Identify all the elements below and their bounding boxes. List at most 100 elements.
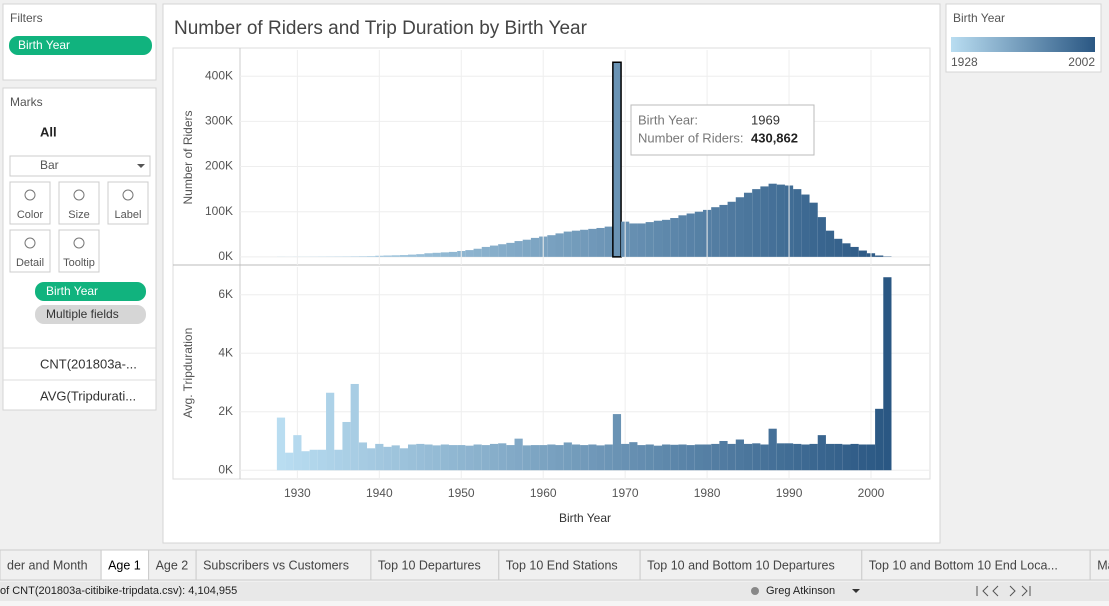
bar[interactable] bbox=[588, 229, 596, 257]
bar[interactable] bbox=[351, 384, 359, 470]
bar[interactable] bbox=[359, 256, 367, 257]
bar[interactable] bbox=[801, 195, 809, 257]
bar[interactable] bbox=[547, 444, 555, 470]
bar[interactable] bbox=[424, 253, 432, 257]
bar[interactable] bbox=[400, 448, 408, 470]
bar[interactable] bbox=[367, 448, 375, 470]
bar[interactable] bbox=[711, 207, 719, 257]
bar[interactable] bbox=[301, 451, 309, 470]
bar[interactable] bbox=[277, 418, 285, 471]
bar[interactable] bbox=[826, 231, 834, 257]
bar[interactable] bbox=[564, 232, 572, 257]
bar[interactable] bbox=[515, 439, 523, 471]
bar[interactable] bbox=[408, 444, 416, 470]
bar[interactable] bbox=[572, 231, 580, 257]
bar[interactable] bbox=[457, 445, 465, 470]
bar[interactable] bbox=[531, 238, 539, 257]
bar[interactable] bbox=[580, 445, 588, 470]
bar[interactable] bbox=[793, 444, 801, 470]
bar[interactable] bbox=[383, 256, 391, 257]
bar[interactable] bbox=[769, 429, 777, 471]
bar[interactable] bbox=[613, 414, 621, 470]
bar[interactable] bbox=[523, 240, 531, 257]
bar[interactable] bbox=[711, 444, 719, 470]
bar[interactable] bbox=[449, 252, 457, 257]
bar[interactable] bbox=[326, 393, 334, 470]
bar[interactable] bbox=[875, 256, 883, 257]
bar[interactable] bbox=[752, 189, 760, 257]
bar[interactable] bbox=[285, 453, 293, 471]
bar[interactable] bbox=[728, 444, 736, 470]
bar[interactable] bbox=[736, 197, 744, 257]
bar[interactable] bbox=[515, 241, 523, 257]
bar[interactable] bbox=[449, 445, 457, 470]
bar[interactable] bbox=[359, 442, 367, 470]
bar[interactable] bbox=[424, 444, 432, 470]
bar[interactable] bbox=[629, 223, 637, 256]
bar[interactable] bbox=[621, 444, 629, 470]
bar[interactable] bbox=[613, 62, 621, 257]
bar[interactable] bbox=[842, 444, 850, 470]
bar[interactable] bbox=[539, 445, 547, 470]
bar[interactable] bbox=[637, 445, 645, 470]
marks-all[interactable]: All bbox=[40, 124, 57, 139]
bar[interactable] bbox=[605, 444, 613, 470]
bar[interactable] bbox=[474, 249, 482, 257]
bar[interactable] bbox=[588, 444, 596, 470]
bar[interactable] bbox=[408, 255, 416, 257]
bar[interactable] bbox=[646, 444, 654, 470]
bar[interactable] bbox=[482, 247, 490, 257]
bar[interactable] bbox=[490, 246, 498, 257]
bar[interactable] bbox=[490, 444, 498, 470]
bar[interactable] bbox=[383, 447, 391, 470]
bar[interactable] bbox=[506, 445, 514, 470]
bar[interactable] bbox=[769, 184, 777, 257]
user-name[interactable]: Greg Atkinson bbox=[766, 585, 835, 597]
bar[interactable] bbox=[662, 444, 670, 470]
bar[interactable] bbox=[580, 230, 588, 257]
bar[interactable] bbox=[531, 445, 539, 470]
bar[interactable] bbox=[867, 444, 875, 470]
bar[interactable] bbox=[859, 444, 867, 470]
bar[interactable] bbox=[523, 445, 531, 470]
bar[interactable] bbox=[719, 441, 727, 470]
bar[interactable] bbox=[441, 444, 449, 470]
bar[interactable] bbox=[687, 214, 695, 257]
bar[interactable] bbox=[728, 202, 736, 257]
measure[interactable]: CNT(201803a-... bbox=[40, 356, 137, 371]
bar[interactable] bbox=[433, 445, 441, 470]
bar[interactable] bbox=[482, 445, 490, 470]
bar[interactable] bbox=[400, 255, 408, 257]
bar[interactable] bbox=[662, 220, 670, 257]
bar[interactable] bbox=[498, 443, 506, 470]
bar[interactable] bbox=[810, 203, 818, 257]
bar[interactable] bbox=[859, 251, 867, 257]
bar[interactable] bbox=[605, 227, 613, 257]
bar[interactable] bbox=[777, 185, 785, 257]
bar[interactable] bbox=[318, 450, 326, 470]
bar[interactable] bbox=[342, 422, 350, 470]
bar[interactable] bbox=[678, 215, 686, 257]
bar[interactable] bbox=[818, 217, 826, 257]
bar[interactable] bbox=[760, 186, 768, 256]
bar[interactable] bbox=[875, 409, 883, 470]
bar[interactable] bbox=[310, 450, 318, 470]
bar[interactable] bbox=[752, 443, 760, 470]
bar[interactable] bbox=[465, 250, 473, 257]
bar[interactable] bbox=[654, 221, 662, 257]
bar[interactable] bbox=[637, 223, 645, 256]
bar[interactable] bbox=[416, 444, 424, 470]
mark-type-dropdown[interactable] bbox=[10, 156, 150, 176]
bar[interactable] bbox=[646, 222, 654, 257]
bar[interactable] bbox=[293, 435, 301, 470]
bar[interactable] bbox=[678, 444, 686, 470]
bar[interactable] bbox=[842, 243, 850, 257]
bar[interactable] bbox=[555, 233, 563, 256]
bar[interactable] bbox=[629, 442, 637, 470]
bar[interactable] bbox=[572, 444, 580, 470]
bar[interactable] bbox=[474, 444, 482, 470]
bar[interactable] bbox=[801, 444, 809, 470]
bar[interactable] bbox=[736, 440, 744, 471]
bar[interactable] bbox=[851, 247, 859, 257]
bar[interactable] bbox=[793, 189, 801, 257]
